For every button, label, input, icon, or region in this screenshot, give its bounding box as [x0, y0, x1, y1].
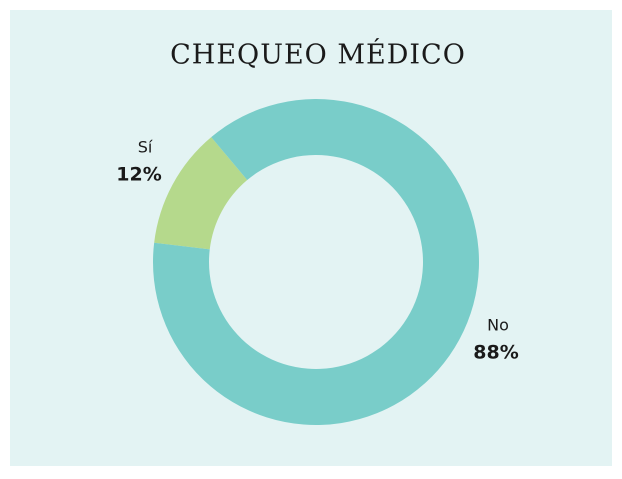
donut-slice: [154, 137, 248, 250]
category-label: No: [487, 316, 509, 335]
category-label: Sí: [138, 138, 153, 157]
value-label: 88%: [473, 342, 518, 364]
chart-title: CHEQUEO MÉDICO: [170, 38, 466, 71]
value-label: 12%: [116, 164, 161, 186]
donut-slice: [153, 98, 479, 425]
